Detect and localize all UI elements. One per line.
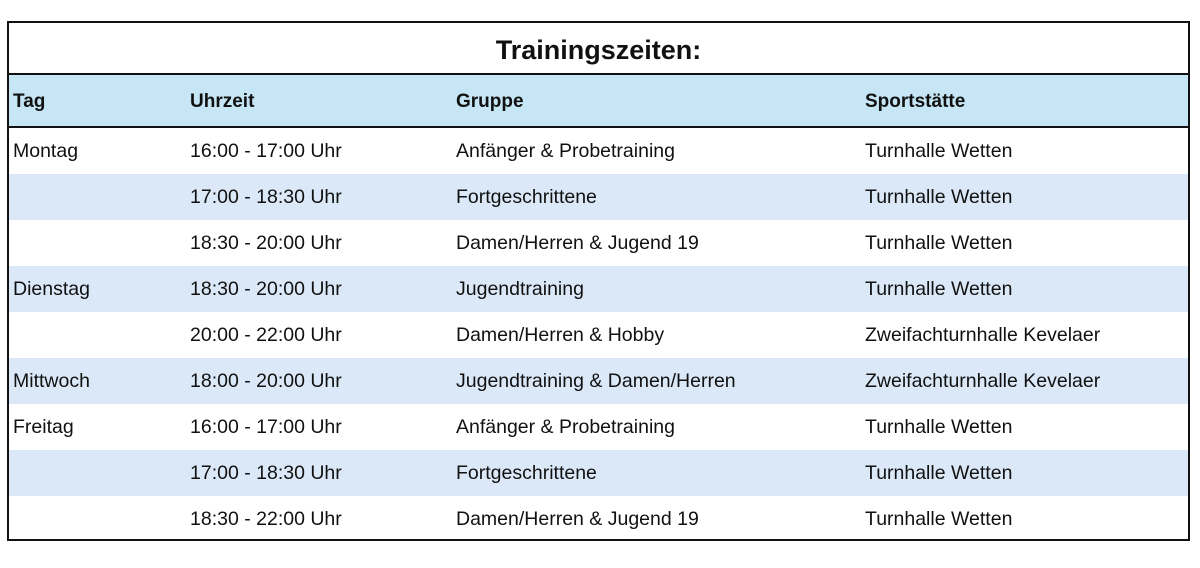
cell-uhrzeit: 18:00 - 20:00 Uhr: [190, 370, 342, 392]
cell-gruppe: Fortgeschrittene: [456, 462, 597, 484]
cell-sportstaette: Turnhalle Wetten: [865, 232, 1013, 254]
cell-tag: Freitag: [13, 416, 74, 438]
cell-tag: Dienstag: [13, 278, 90, 300]
cell-uhrzeit: 17:00 - 18:30 Uhr: [190, 186, 342, 208]
table-row: 18:30 - 20:00 Uhr Damen/Herren & Jugend …: [9, 220, 1188, 266]
cell-gruppe: Damen/Herren & Jugend 19: [456, 232, 699, 254]
cell-uhrzeit: 20:00 - 22:00 Uhr: [190, 324, 342, 346]
cell-tag: Montag: [13, 140, 79, 162]
cell-uhrzeit: 18:30 - 20:00 Uhr: [190, 232, 342, 254]
table-row: Montag 16:00 - 17:00 Uhr Anfänger & Prob…: [9, 128, 1188, 174]
cell-sportstaette: Zweifachturnhalle Kevelaer: [865, 324, 1101, 346]
column-header-gruppe: Gruppe: [456, 91, 524, 112]
cell-sportstaette: Turnhalle Wetten: [865, 462, 1013, 484]
column-header-tag: Tag: [13, 91, 46, 112]
cell-tag: Mittwoch: [13, 370, 90, 392]
cell-gruppe: Anfänger & Probetraining: [456, 416, 675, 438]
cell-gruppe: Fortgeschrittene: [456, 186, 597, 208]
cell-uhrzeit: 18:30 - 20:00 Uhr: [190, 278, 342, 300]
cell-sportstaette: Turnhalle Wetten: [865, 416, 1013, 438]
column-header-uhrzeit: Uhrzeit: [190, 91, 255, 112]
cell-gruppe: Damen/Herren & Jugend 19: [456, 508, 699, 530]
cell-uhrzeit: 17:00 - 18:30 Uhr: [190, 462, 342, 484]
table-title: Trainingszeiten:: [9, 23, 1188, 75]
cell-sportstaette: Turnhalle Wetten: [865, 278, 1013, 300]
cell-uhrzeit: 16:00 - 17:00 Uhr: [190, 416, 342, 438]
cell-gruppe: Anfänger & Probetraining: [456, 140, 675, 162]
cell-sportstaette: Turnhalle Wetten: [865, 140, 1013, 162]
cell-gruppe: Jugendtraining & Damen/Herren: [456, 370, 736, 392]
table-row: 20:00 - 22:00 Uhr Damen/Herren & Hobby Z…: [9, 312, 1188, 358]
table-row: Freitag 16:00 - 17:00 Uhr Anfänger & Pro…: [9, 404, 1188, 450]
table-row: 17:00 - 18:30 Uhr Fortgeschrittene Turnh…: [9, 450, 1188, 496]
table-row: Dienstag 18:30 - 20:00 Uhr Jugendtrainin…: [9, 266, 1188, 312]
table-row: 18:30 - 22:00 Uhr Damen/Herren & Jugend …: [9, 496, 1188, 542]
cell-gruppe: Jugendtraining: [456, 278, 584, 300]
schedule-table: Trainingszeiten: Tag Uhrzeit Gruppe Spor…: [7, 21, 1190, 541]
table-row: Mittwoch 18:00 - 20:00 Uhr Jugendtrainin…: [9, 358, 1188, 404]
cell-sportstaette: Turnhalle Wetten: [865, 186, 1013, 208]
cell-uhrzeit: 18:30 - 22:00 Uhr: [190, 508, 342, 530]
cell-sportstaette: Turnhalle Wetten: [865, 508, 1013, 530]
table-header-row: Tag Uhrzeit Gruppe Sportstätte: [9, 75, 1188, 128]
cell-uhrzeit: 16:00 - 17:00 Uhr: [190, 140, 342, 162]
cell-gruppe: Damen/Herren & Hobby: [456, 324, 665, 346]
table-row: 17:00 - 18:30 Uhr Fortgeschrittene Turnh…: [9, 174, 1188, 220]
cell-sportstaette: Zweifachturnhalle Kevelaer: [865, 370, 1101, 392]
column-header-sportstaette: Sportstätte: [865, 91, 966, 112]
